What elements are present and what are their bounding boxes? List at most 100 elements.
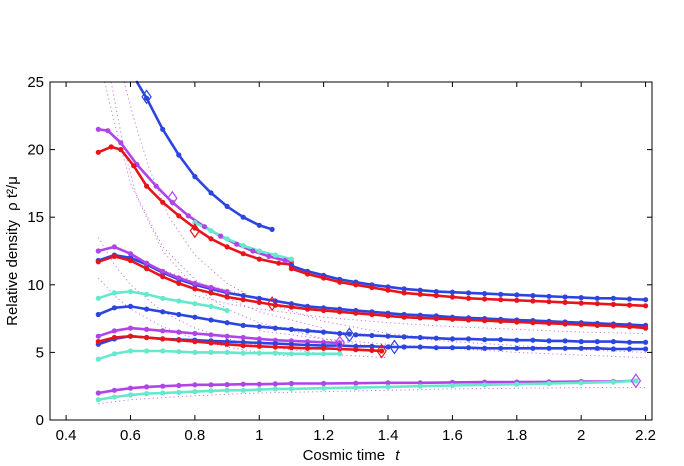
data-point-purple-low-8 (224, 333, 230, 339)
data-point-purple-low-9 (240, 334, 246, 341)
data-point-red-low-8 (224, 341, 230, 347)
y-tick-label-2: 10 (27, 277, 44, 294)
data-point-red-long-8 (417, 291, 423, 297)
data-point-red-mid-1 (111, 253, 117, 259)
data-point-cyan-low-10 (256, 350, 262, 356)
data-point-cyan-top-5 (272, 252, 278, 258)
data-point-red-top-6 (176, 213, 182, 219)
data-point-red-top-3 (131, 163, 137, 169)
data-point-red-long-7 (401, 290, 407, 296)
data-point-red-low-9 (240, 343, 246, 349)
data-point-blue-top-6 (224, 203, 230, 209)
data-point-blue-mid-2 (127, 303, 134, 309)
data-point-red-low-6 (192, 339, 198, 345)
data-point-red-mid-27 (530, 320, 536, 326)
dotted-curve-4 (97, 237, 389, 359)
data-point-blue-low-29 (562, 345, 568, 351)
data-point-cyan-low-15 (337, 351, 343, 357)
data-point-red-low-7 (208, 340, 214, 346)
data-point-blue-low-26 (514, 345, 520, 351)
data-point-blue-top-4 (192, 174, 198, 180)
data-point-blue-long-top-tail-7 (401, 286, 407, 292)
data-point-blue-mid-11 (272, 325, 278, 331)
data-point-purple-low-2 (127, 325, 134, 331)
data-point-blue-lower-long-12 (546, 338, 552, 344)
diamond-markers (141, 89, 642, 389)
data-point-cyan-low-9 (240, 350, 246, 356)
data-point-red-long-22 (643, 303, 649, 309)
data-point-red-low-13 (304, 345, 311, 351)
data-point-red-mid-34 (643, 325, 649, 331)
data-point-red-low-0 (95, 339, 101, 345)
data-point-blue-long-top-tail-11 (465, 290, 472, 296)
data-point-blue-lower-long-13 (562, 338, 568, 344)
data-point-red-low-14 (321, 345, 327, 351)
data-point-cyan-top-0 (192, 220, 198, 226)
y-axis: 0 5 10 15 20 25 (27, 74, 652, 429)
dotted-curves (97, 81, 646, 405)
data-point-purple-bottom-15 (385, 380, 391, 386)
x-tick-label-6: 1.6 (442, 427, 463, 444)
data-point-purple-top-11 (266, 253, 272, 259)
data-point-blue-long-top-tail-9 (433, 289, 439, 295)
data-point-purple-top-4 (153, 183, 159, 189)
data-point-cyan-bottom-19 (514, 381, 520, 387)
data-point-blue-mid-15 (337, 330, 343, 337)
data-point-red-top-11 (256, 256, 262, 262)
data-point-cyan-mid-0 (95, 295, 101, 301)
data-point-red-mid-12 (288, 304, 294, 310)
y-tick-label-5: 25 (27, 74, 44, 91)
data-point-cyan-bottom-7 (208, 388, 214, 394)
series-line-purple-bottom (97, 379, 638, 395)
x-tick-label-1: 0.6 (120, 427, 141, 444)
data-point-blue-mid-9 (240, 322, 246, 328)
data-point-cyan-low-12 (288, 351, 294, 357)
data-point-blue-low-24 (482, 345, 488, 351)
data-point-cyan-bottom-1 (111, 394, 117, 400)
data-point-blue-lower-long-16 (610, 339, 617, 345)
data-point-red-long-5 (369, 284, 375, 291)
data-point-blue-mid-7 (208, 317, 214, 323)
data-point-red-long-9 (433, 293, 439, 299)
data-point-cyan-mid-2 (127, 289, 134, 295)
series-line-cyan-bottom (97, 379, 638, 402)
x-axis-label-var: t (395, 447, 400, 464)
data-point-cyan-low-13 (304, 351, 311, 357)
data-point-red-long-14 (514, 297, 520, 303)
data-point-blue-long-top-tail-19 (594, 295, 600, 301)
data-point-blue-lower-long-8 (482, 337, 488, 343)
diamond-marker-red-top (189, 223, 201, 239)
diamond-marker-purple-top (167, 190, 178, 206)
y-tick-label-3: 15 (27, 209, 44, 226)
x-axis: 0.4 0.6 0.8 1 1.2 1.4 1.6 1.8 2 2.2 (56, 82, 656, 444)
data-point-red-long-15 (530, 298, 536, 304)
data-point-red-top-12 (276, 260, 282, 266)
data-point-cyan-mid-6 (192, 301, 198, 307)
data-point-blue-lower-long-0 (353, 332, 359, 338)
dotted-curve-3 (97, 277, 292, 357)
data-point-red-long-16 (546, 299, 552, 305)
data-point-cyan-low-5 (176, 349, 182, 355)
y-tick-label-4: 20 (27, 142, 44, 159)
diamond-marker-blue-mid (344, 327, 355, 343)
data-point-cyan-low-3 (144, 348, 150, 354)
data-point-purple-low-10 (256, 336, 262, 342)
data-point-purple-top-12 (282, 257, 288, 264)
data-point-red-mid-4 (160, 274, 166, 280)
data-point-cyan-bottom-14 (353, 385, 359, 391)
data-point-red-top-10 (240, 251, 246, 257)
data-point-red-mid-13 (304, 306, 311, 312)
data-point-purple-top-6 (185, 213, 191, 219)
data-point-purple-bottom-12 (288, 380, 294, 387)
data-point-cyan-low-1 (111, 351, 117, 357)
data-point-blue-lower-long-17 (626, 339, 633, 345)
data-point-red-low-12 (288, 345, 294, 351)
data-point-red-top-2 (118, 147, 124, 153)
data-point-red-mid-8 (224, 294, 230, 300)
data-point-blue-mid-12 (288, 326, 294, 332)
data-point-blue-top-9 (269, 226, 275, 232)
series-line-purple-top (97, 128, 293, 264)
data-point-cyan-top-4 (256, 248, 262, 254)
data-point-red-mid-2 (127, 257, 134, 264)
